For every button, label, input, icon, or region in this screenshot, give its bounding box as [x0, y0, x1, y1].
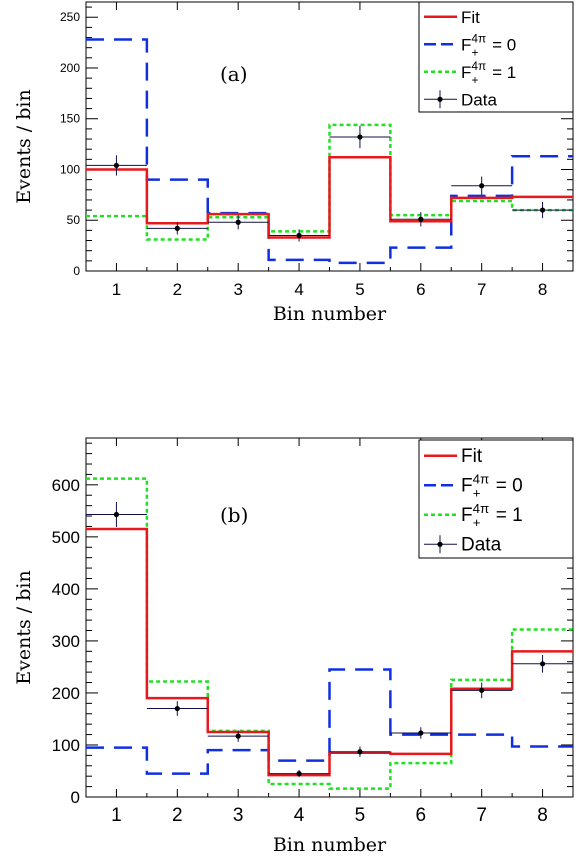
data-point	[451, 682, 513, 699]
data-point	[207, 215, 269, 230]
x-tick-label: 7	[477, 280, 486, 299]
y-tick-label: 200	[60, 61, 80, 75]
x-tick-label: 3	[233, 280, 242, 299]
y-tick-label: 600	[52, 476, 80, 495]
x-tick-label: 4	[294, 280, 303, 299]
x-tick-label: 1	[111, 805, 122, 826]
legend-box	[418, 1, 574, 113]
chart-panel-a: 1 2 3 4 5 6 7 8 0 50 100 150 200 250 Bin number Events …	[13, 1, 574, 325]
legend-label: F4π + = 1	[461, 501, 523, 530]
data-marker	[539, 661, 546, 667]
legend-label: Data	[461, 534, 502, 555]
y-axis-title: Events / bin	[13, 89, 35, 203]
x-tick-label: 7	[476, 805, 487, 826]
legend-swatch-marker	[437, 541, 443, 547]
panel-label: (a)	[220, 62, 248, 86]
legend-label: Fit	[461, 8, 480, 27]
x-tick-label: 6	[416, 280, 425, 299]
data-marker	[418, 216, 424, 222]
data-point	[146, 701, 208, 716]
legend-label: Data	[461, 90, 497, 109]
data-marker	[479, 183, 485, 189]
data-point	[390, 727, 452, 739]
data-point	[207, 730, 269, 742]
x-axis-title: Bin number	[273, 303, 387, 325]
data-marker	[174, 705, 180, 712]
data-point	[329, 746, 391, 757]
x-tick-label: 4	[294, 805, 305, 826]
series-line-fit	[86, 156, 573, 239]
data-marker	[113, 511, 120, 518]
x-tick-label: 1	[112, 280, 121, 299]
y-tick-label: 100	[52, 736, 80, 755]
x-tick-label: 6	[416, 805, 427, 826]
series-line-f1	[86, 477, 573, 790]
data-point	[268, 229, 330, 242]
series-line-f1	[86, 123, 573, 241]
data-marker	[296, 232, 302, 239]
series-line-f0	[86, 38, 573, 265]
data-point	[146, 222, 208, 235]
data-marker	[113, 162, 120, 169]
x-axis-title: Bin number	[273, 834, 387, 856]
legend-box	[418, 439, 574, 559]
data-point	[512, 201, 573, 219]
data-point	[451, 176, 513, 195]
legend-label: F4π + = 0	[461, 31, 516, 59]
x-tick-label: 5	[355, 280, 364, 299]
y-tick-label: 50	[67, 213, 81, 227]
series-line-f0	[86, 668, 573, 775]
x-tick-label: 2	[172, 805, 183, 826]
data-marker	[357, 749, 363, 755]
x-tick-label: 2	[173, 280, 182, 299]
x-tick-label: 3	[233, 805, 244, 826]
data-point	[86, 155, 147, 176]
chart-panel-b: 1 2 3 4 5 6 7 8 0 100 200 300 400 500 600 Bin number Eve…	[13, 437, 574, 856]
data-point	[390, 212, 452, 227]
data-point	[268, 769, 330, 778]
y-tick-label: 300	[52, 632, 80, 651]
data-marker	[235, 219, 241, 225]
data-marker	[479, 687, 485, 693]
data-marker	[174, 225, 180, 231]
data-marker	[539, 207, 546, 213]
data-point	[86, 501, 147, 527]
legend-swatch-marker	[437, 96, 443, 102]
y-tick-label: 250	[60, 10, 80, 24]
y-tick-label: 150	[60, 112, 80, 126]
data-marker	[357, 134, 363, 140]
y-tick-label: 0	[73, 264, 80, 278]
data-point	[329, 125, 391, 149]
data-marker	[235, 733, 241, 739]
y-tick-label: 200	[52, 684, 80, 703]
x-tick-label: 8	[537, 805, 548, 826]
data-marker	[418, 730, 424, 736]
y-tick-label: 100	[60, 162, 80, 176]
x-tick-label: 8	[538, 280, 547, 299]
y-tick-label: 400	[52, 580, 80, 599]
data-marker	[296, 770, 302, 777]
legend-label: F4π + = 1	[461, 59, 516, 87]
legend-label: Fit	[461, 446, 483, 467]
legend-label: F4π + = 0	[461, 471, 523, 500]
y-axis-title: Events / bin	[13, 570, 35, 684]
y-tick-label: 500	[52, 528, 80, 547]
panel-label: (b)	[220, 503, 248, 527]
y-tick-label: 0	[71, 788, 80, 807]
data-point	[512, 654, 573, 673]
x-tick-label: 5	[355, 805, 366, 826]
